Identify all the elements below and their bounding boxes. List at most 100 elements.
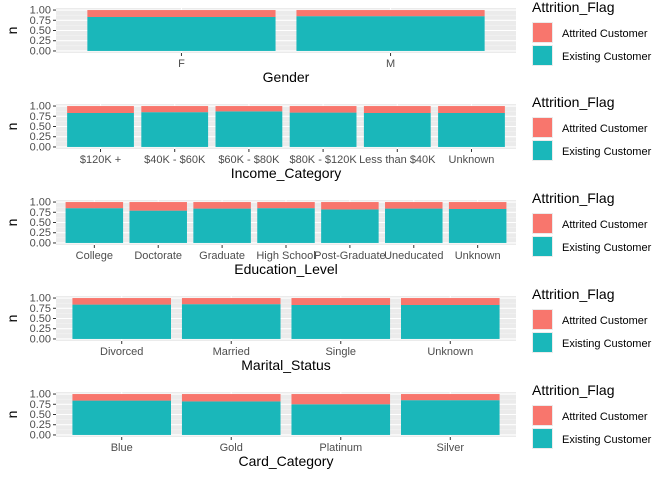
legend-title: Attrition_Flag: [532, 286, 614, 302]
bar-existing-single: [291, 305, 391, 339]
x-axis-title: Marital_Status: [241, 357, 330, 373]
bar-attrited-graduate: [193, 202, 251, 209]
y-tick-label: 0.75: [30, 111, 51, 123]
legend: Attrition_Flag Attrited Customer Existing …: [532, 94, 652, 161]
legend-title: Attrition_Flag: [532, 190, 614, 206]
bar-attrited-f: [87, 10, 276, 17]
y-tick-label: 1.00: [30, 197, 51, 209]
y-tick-label: 0.75: [30, 399, 51, 411]
y-tick-label: 0.25: [30, 131, 51, 143]
legend-label: Existing Customer: [562, 338, 652, 350]
y-tick-label: 0.00: [30, 45, 51, 57]
x-tick-label: Unknown: [455, 250, 501, 262]
panel-income-category: 0.000.250.500.751.00 $120K + $40K - $60K $6…: [4, 94, 652, 181]
bar-existing-platinum: [291, 404, 391, 435]
x-tick-label: $80K - $120K: [289, 154, 357, 166]
legend-title: Attrition_Flag: [532, 382, 614, 398]
legend-swatch-attrited-customer: [533, 214, 552, 233]
y-tick-label: 0.00: [30, 141, 51, 153]
bar-attrited-blue: [72, 394, 171, 401]
legend: Attrition_Flag Attrited Customer Existing …: [532, 382, 652, 449]
legend-swatch-attrited-customer: [533, 118, 552, 137]
bar-attrited-silver: [401, 394, 500, 401]
x-tick-label: Silver: [437, 442, 465, 454]
x-axis-title: Income_Category: [231, 165, 342, 181]
bar-attrited-college: [65, 202, 124, 209]
bar-attrited-less-than-40k: [363, 106, 431, 113]
bar-attrited-gold: [181, 394, 281, 402]
bar-existing-married: [181, 304, 281, 339]
bar-existing-post-graduate: [321, 209, 379, 243]
y-tick-label: 0.50: [30, 409, 51, 421]
y-tick-label: 1.00: [30, 389, 51, 401]
legend-label: Attrited Customer: [562, 123, 648, 135]
y-axis-title: n: [4, 219, 20, 227]
legend-swatch-existing-customer: [533, 141, 552, 160]
y-axis-title: n: [4, 123, 20, 131]
x-tick-label: Blue: [111, 442, 133, 454]
y-tick-label: 0.25: [30, 323, 51, 335]
panel-gender: 0.000.250.500.751.00 F M Gender n Attrition_F…: [4, 0, 652, 85]
legend-swatch-attrited-customer: [533, 406, 552, 425]
x-tick-label: Post-Graduate: [314, 250, 386, 262]
bar-attrited-uneducated: [385, 202, 443, 209]
y-axis-title: n: [4, 27, 20, 35]
x-tick-label: Graduate: [199, 250, 245, 262]
x-tick-label: Single: [325, 346, 356, 358]
x-tick-label: Unknown: [449, 154, 495, 166]
bar-existing-unknown: [438, 113, 505, 147]
y-tick-label: 0.25: [30, 419, 51, 431]
legend-swatch-existing-customer: [533, 46, 552, 65]
y-tick-label: 0.50: [30, 313, 51, 325]
bar-attrited-high-school: [257, 202, 315, 209]
legend-swatch-existing-customer: [533, 429, 552, 448]
bar-existing-gold: [181, 401, 281, 435]
legend-title: Attrition_Flag: [532, 0, 614, 15]
bar-existing-80k-120k: [289, 112, 357, 147]
bar-existing-divorced: [72, 304, 171, 339]
legend-label: Existing Customer: [562, 51, 652, 63]
y-tick-label: 0.00: [30, 333, 51, 345]
legend-swatch-existing-customer: [533, 237, 552, 256]
x-axis-title: Card_Category: [239, 453, 334, 469]
x-axis-title: Education_Level: [234, 261, 338, 277]
x-tick-label: Gold: [220, 442, 243, 454]
y-tick-label: 1.00: [30, 101, 51, 113]
bar-existing-40k-60k: [141, 112, 209, 147]
bar-existing-blue: [72, 400, 171, 435]
x-axis-title: Gender: [263, 69, 310, 85]
legend-label: Existing Customer: [562, 242, 652, 254]
legend-swatch-attrited-customer: [533, 310, 552, 329]
legend-swatch-attrited-customer: [533, 23, 552, 42]
x-tick-label: High School: [256, 250, 315, 262]
y-tick-label: 1.00: [30, 293, 51, 305]
bar-existing-uneducated: [385, 208, 443, 243]
legend: Attrition_Flag Attrited Customer Existing …: [532, 0, 652, 66]
bar-existing-unknown: [401, 305, 500, 339]
x-tick-label: Less than $40K: [359, 154, 436, 166]
bar-existing-high-school: [257, 208, 315, 243]
legend: Attrition_Flag Attrited Customer Existing …: [532, 190, 652, 257]
bar-attrited-40k-60k: [141, 106, 209, 113]
panel-marital-status: 0.000.250.500.751.00 Divorced Married Singl…: [4, 286, 652, 373]
y-tick-label: 0.50: [30, 25, 51, 37]
legend: Attrition_Flag Attrited Customer Existing …: [532, 286, 652, 353]
x-tick-label: Married: [213, 346, 250, 358]
legend-label: Existing Customer: [562, 434, 652, 446]
bar-attrited-post-graduate: [321, 202, 379, 210]
bar-existing-graduate: [193, 208, 251, 243]
bar-existing-college: [65, 208, 124, 243]
bar-attrited-120k: [67, 106, 134, 113]
x-tick-label: M: [386, 58, 395, 70]
x-tick-label: $120K +: [80, 154, 121, 166]
bar-existing-60k-80k: [215, 111, 283, 147]
y-tick-label: 0.75: [30, 207, 51, 219]
bar-existing-120k: [67, 113, 134, 147]
bar-attrited-platinum: [291, 394, 391, 405]
bar-attrited-80k-120k: [289, 106, 357, 113]
legend-label: Attrited Customer: [562, 28, 648, 40]
y-tick-label: 0.00: [30, 429, 51, 441]
panel-education-level: 0.000.250.500.751.00 College Doctorate Grad…: [4, 190, 652, 277]
